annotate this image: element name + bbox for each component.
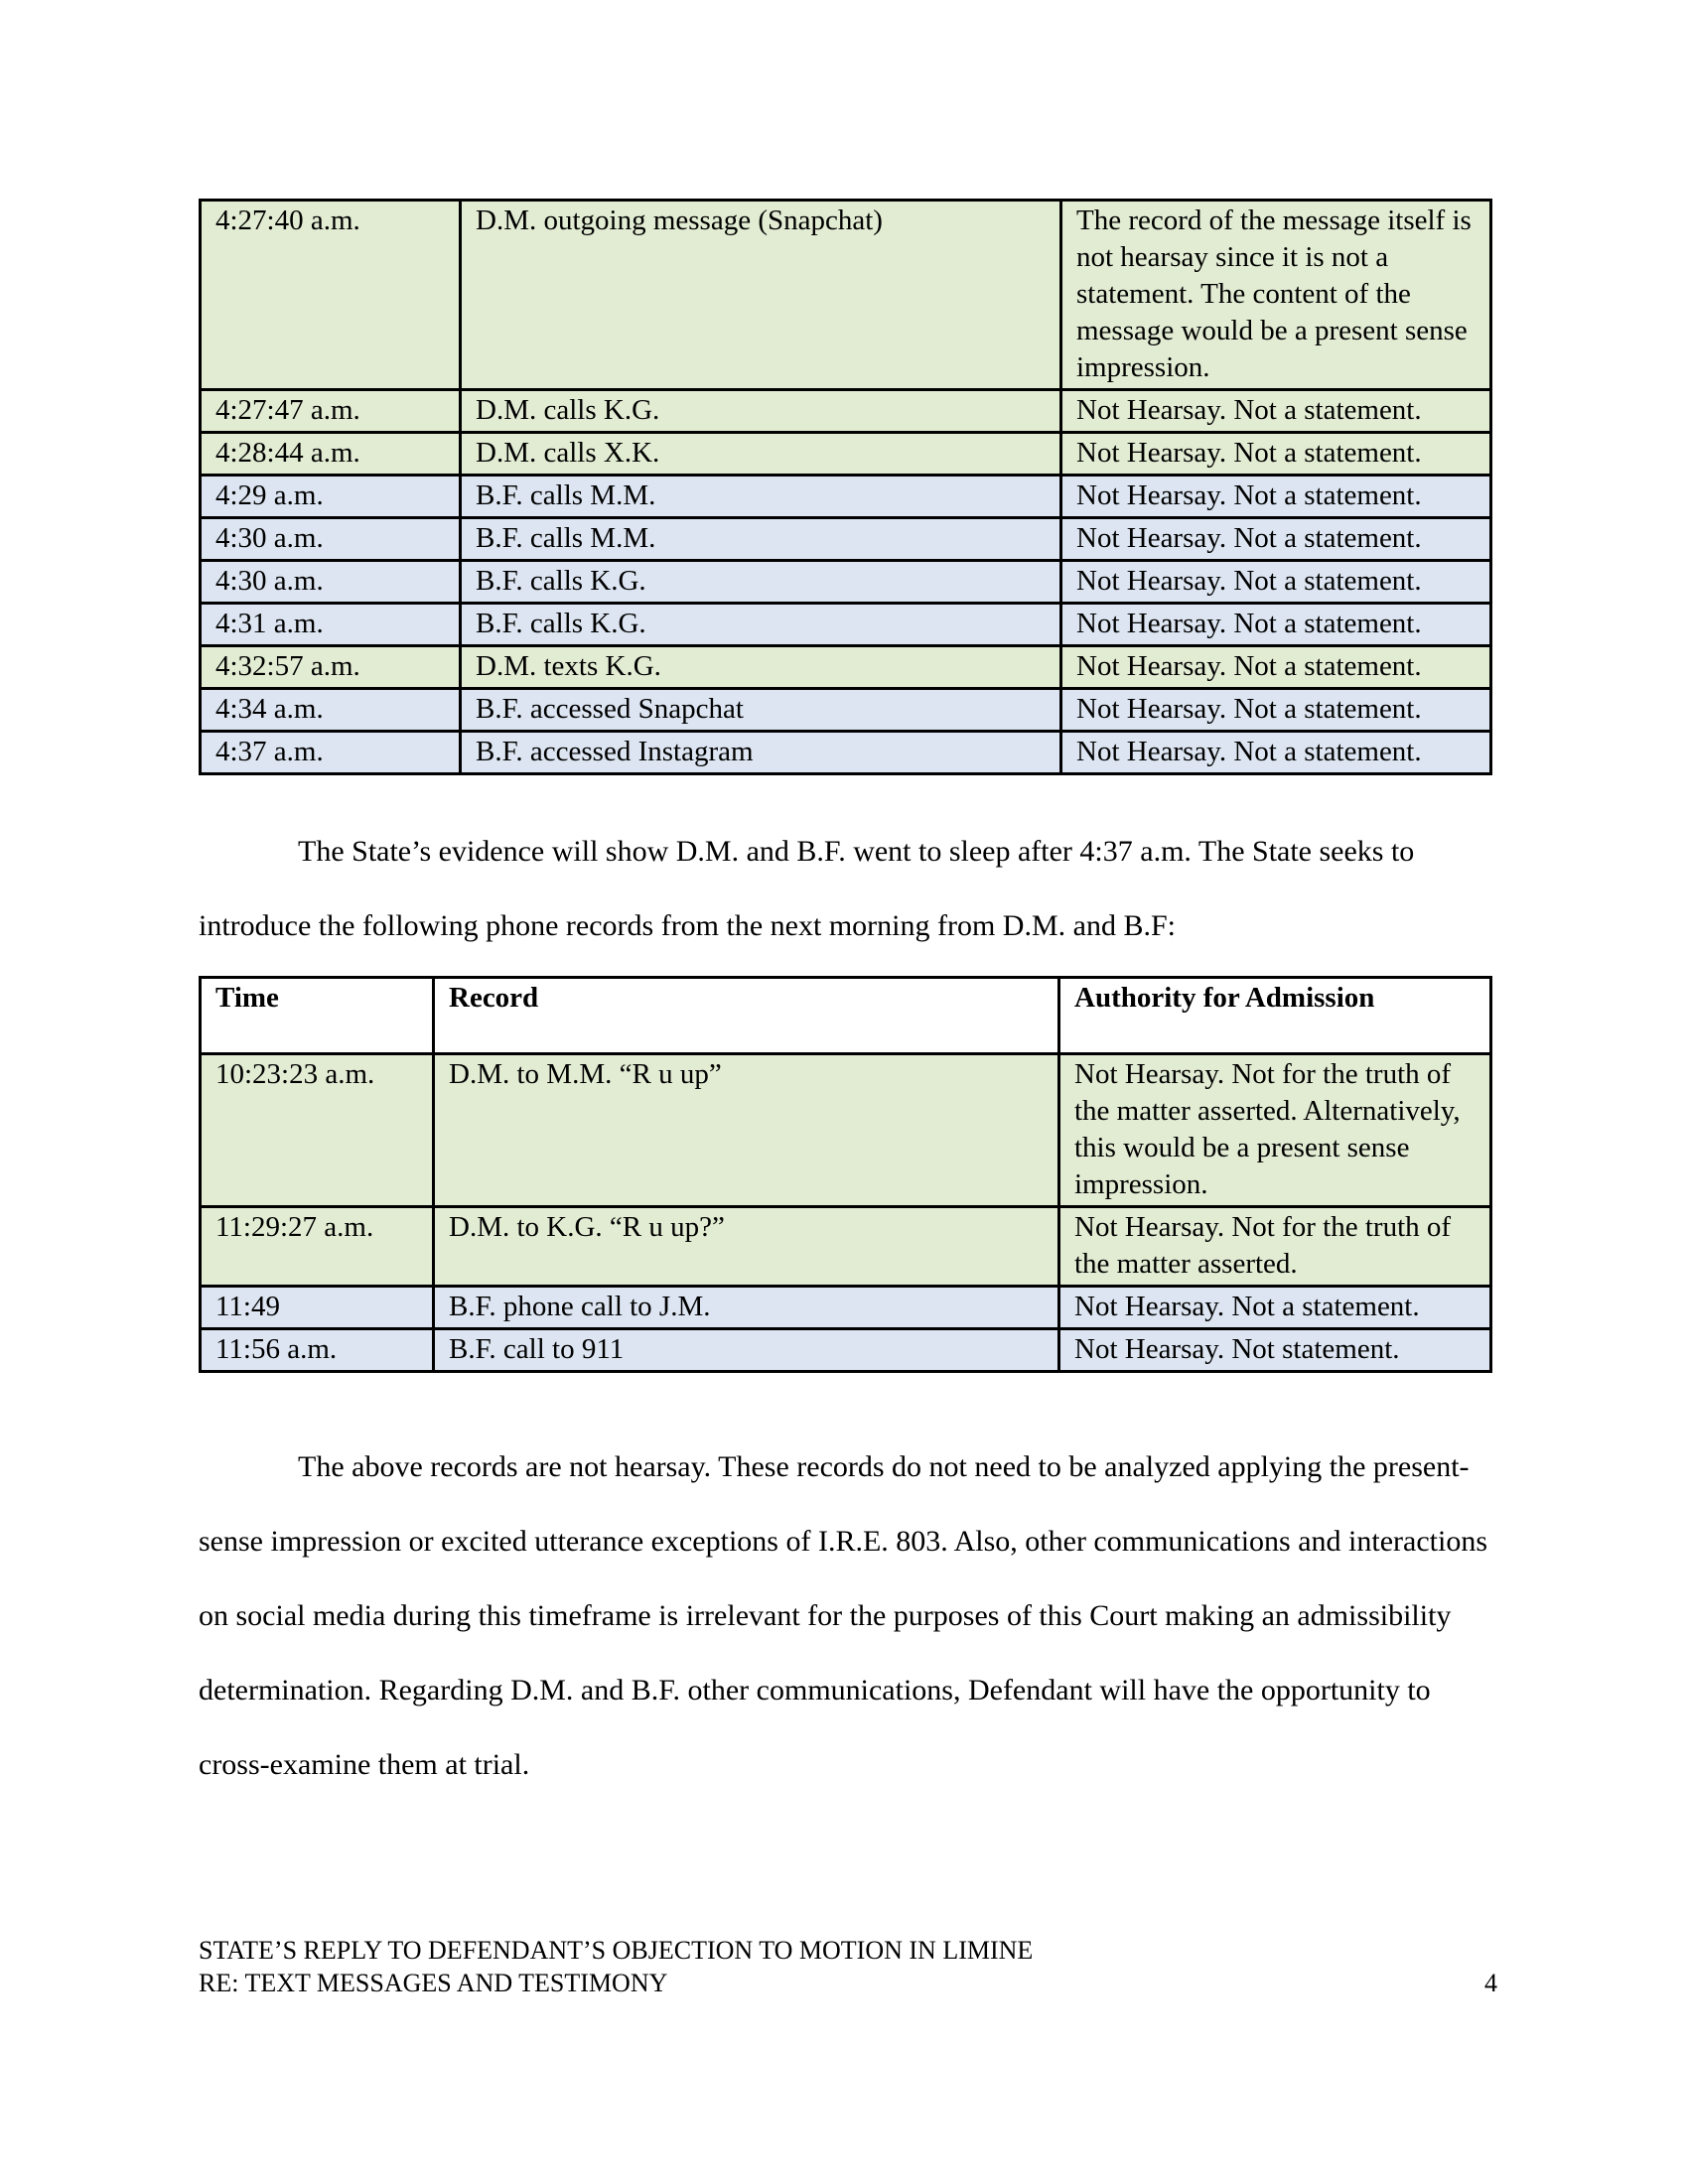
phone-records-table-morning-body: 10:23:23 a.m. D.M. to M.M. “R u up” Not He… <box>199 1052 1492 1373</box>
footer-title-line-1: STATE’S REPLY TO DEFENDANT’S OBJECTION T… <box>199 1936 1034 1965</box>
record-cell: B.F. calls K.G. <box>459 602 1062 647</box>
authority-cell: Not Hearsay. Not for the truth of the ma… <box>1057 1205 1492 1288</box>
page-number: 4 <box>1484 1969 1497 1997</box>
record-cell: D.M. calls X.K. <box>459 431 1062 477</box>
time-column-header: Time <box>199 976 435 1055</box>
time-cell: 4:37 a.m. <box>199 730 462 775</box>
paragraph-evidence-sleep: The State’s evidence will show D.M. and … <box>199 835 1415 942</box>
table-row: 4:27:47 a.m. D.M. calls K.G. Not Hearsay. … <box>199 388 1492 434</box>
time-cell: 4:27:40 a.m. <box>199 199 462 391</box>
phone-records-table-night-body: 4:27:40 a.m. D.M. outgoing message (Snapc… <box>199 199 1492 775</box>
record-cell: B.F. accessed Snapchat <box>459 687 1062 733</box>
authority-cell: The record of the message itself is not … <box>1059 199 1492 391</box>
authority-cell: Not Hearsay. Not a statement. <box>1059 687 1492 733</box>
record-column-header: Record <box>432 976 1060 1055</box>
table-row: 4:34 a.m. B.F. accessed Snapchat Not Hears… <box>199 687 1492 733</box>
time-cell: 10:23:23 a.m. <box>199 1052 435 1208</box>
table-row: 4:28:44 a.m. D.M. calls X.K. Not Hearsay. … <box>199 431 1492 477</box>
time-cell: 4:31 a.m. <box>199 602 462 647</box>
record-cell: B.F. call to 911 <box>432 1327 1060 1373</box>
record-cell: B.F. calls K.G. <box>459 559 1062 605</box>
time-cell: 4:28:44 a.m. <box>199 431 462 477</box>
authority-column-header: Authority for Admission <box>1057 976 1492 1055</box>
table-row: 4:30 a.m. B.F. calls K.G. Not Hearsay. Not… <box>199 559 1492 605</box>
record-cell: D.M. calls K.G. <box>459 388 1062 434</box>
paragraph-not-hearsay-argument: The above records are not hearsay. These… <box>199 1450 1487 1781</box>
authority-cell: Not Hearsay. Not a statement. <box>1059 644 1492 690</box>
time-cell: 11:56 a.m. <box>199 1327 435 1373</box>
authority-cell: Not Hearsay. Not a statement. <box>1059 559 1492 605</box>
table-row: 4:29 a.m. B.F. calls M.M. Not Hearsay. Not… <box>199 474 1492 519</box>
footer-title-line-2-wrap: RE: TEXT MESSAGES AND TESTIMONY 4 <box>199 1967 1497 1999</box>
record-cell: B.F. calls M.M. <box>459 516 1062 562</box>
authority-cell: Not Hearsay. Not a statement. <box>1059 388 1492 434</box>
time-cell: 11:29:27 a.m. <box>199 1205 435 1288</box>
record-cell: D.M. to M.M. “R u up” <box>432 1052 1060 1208</box>
record-cell: B.F. accessed Instagram <box>459 730 1062 775</box>
table-header-row: Time Record Authority for Admission <box>199 976 1492 1055</box>
record-cell: B.F. calls M.M. <box>459 474 1062 519</box>
table-row: 11:49 B.F. phone call to J.M. Not Hearsay.… <box>199 1285 1492 1330</box>
time-cell: 11:49 <box>199 1285 435 1330</box>
authority-cell: Not Hearsay. Not a statement. <box>1057 1285 1492 1330</box>
time-cell: 4:27:47 a.m. <box>199 388 462 434</box>
record-cell: B.F. phone call to J.M. <box>432 1285 1060 1330</box>
authority-cell: Not Hearsay. Not a statement. <box>1059 431 1492 477</box>
authority-cell: Not Hearsay. Not for the truth of the ma… <box>1057 1052 1492 1208</box>
record-cell: D.M. to K.G. “R u up?” <box>432 1205 1060 1288</box>
authority-cell: Not Hearsay. Not a statement. <box>1059 602 1492 647</box>
authority-cell: Not Hearsay. Not a statement. <box>1059 474 1492 519</box>
record-cell: D.M. texts K.G. <box>459 644 1062 690</box>
authority-cell: Not Hearsay. Not statement. <box>1057 1327 1492 1373</box>
time-cell: 4:29 a.m. <box>199 474 462 519</box>
table-row: 11:56 a.m. B.F. call to 911 Not Hearsay. N… <box>199 1327 1492 1373</box>
phone-records-table-night: 4:27:40 a.m. D.M. outgoing message (Snapc… <box>199 199 1492 775</box>
table-row: 4:27:40 a.m. D.M. outgoing message (Snapc… <box>199 199 1492 391</box>
page-footer: STATE’S REPLY TO DEFENDANT’S OBJECTION T… <box>199 1934 1497 1999</box>
record-cell: D.M. outgoing message (Snapchat) <box>459 199 1062 391</box>
table-row: 11:29:27 a.m. D.M. to K.G. “R u up?” Not H… <box>199 1205 1492 1288</box>
footer-title-line-2: RE: TEXT MESSAGES AND TESTIMONY <box>199 1969 668 1997</box>
authority-cell: Not Hearsay. Not a statement. <box>1059 516 1492 562</box>
time-cell: 4:34 a.m. <box>199 687 462 733</box>
table-row: 10:23:23 a.m. D.M. to M.M. “R u up” Not He… <box>199 1052 1492 1208</box>
time-cell: 4:30 a.m. <box>199 516 462 562</box>
table-row: 4:37 a.m. B.F. accessed Instagram Not Hear… <box>199 730 1492 775</box>
time-cell: 4:30 a.m. <box>199 559 462 605</box>
time-cell: 4:32:57 a.m. <box>199 644 462 690</box>
table-row: 4:30 a.m. B.F. calls M.M. Not Hearsay. Not… <box>199 516 1492 562</box>
table-row: 4:32:57 a.m. D.M. texts K.G. Not Hearsay. … <box>199 644 1492 690</box>
phone-records-table-morning: Time Record Authority for Admission 10:2… <box>199 976 1492 1373</box>
phone-records-table-morning-head: Time Record Authority for Admission <box>199 976 1492 1055</box>
authority-cell: Not Hearsay. Not a statement. <box>1059 730 1492 775</box>
table-row: 4:31 a.m. B.F. calls K.G. Not Hearsay. Not… <box>199 602 1492 647</box>
